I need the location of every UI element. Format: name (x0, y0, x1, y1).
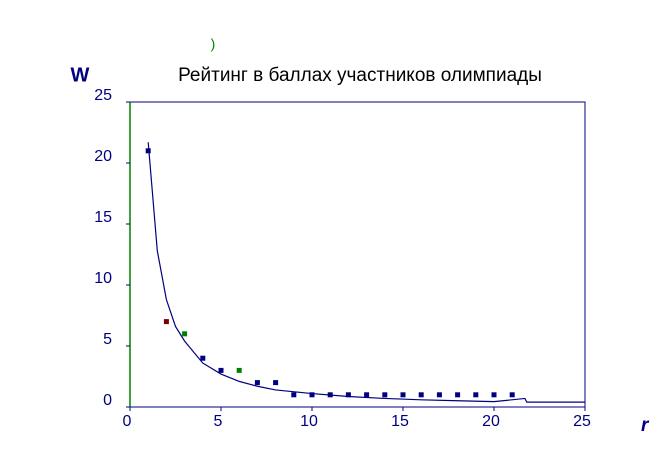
x-tick-label: 5 (214, 413, 223, 430)
x-axis-label: r (641, 415, 650, 436)
point (491, 392, 497, 398)
point (382, 392, 388, 398)
point (473, 392, 479, 398)
point (200, 355, 206, 361)
y-tick-label: 25 (94, 87, 112, 104)
y-tick-label: 5 (103, 331, 112, 348)
y-tick-label: 0 (103, 392, 112, 409)
point (364, 392, 370, 398)
point (163, 319, 169, 325)
fit-curve (147, 142, 585, 403)
point (145, 148, 151, 154)
point (236, 367, 242, 373)
point (254, 380, 260, 386)
point (182, 331, 188, 337)
x-tick-label: 10 (300, 413, 318, 430)
point (273, 380, 279, 386)
point (309, 392, 315, 398)
x-tick-label: 20 (482, 413, 500, 430)
annotation: ) (211, 36, 216, 52)
point (345, 392, 351, 398)
point (509, 392, 515, 398)
chart-title: Рейтинг в баллах участников олимпиады (178, 65, 542, 86)
point (436, 392, 442, 398)
point (418, 392, 424, 398)
y-tick-label: 10 (94, 270, 112, 287)
point (400, 392, 406, 398)
point (455, 392, 461, 398)
y-tick-label: 20 (94, 148, 112, 165)
point (291, 392, 297, 398)
y-tick-label: 15 (94, 209, 112, 226)
x-tick-label: 0 (123, 413, 132, 430)
y-axis-label: W (71, 64, 90, 86)
x-tick-label: 15 (391, 413, 409, 430)
point (218, 367, 224, 373)
x-tick-label: 25 (573, 413, 591, 430)
